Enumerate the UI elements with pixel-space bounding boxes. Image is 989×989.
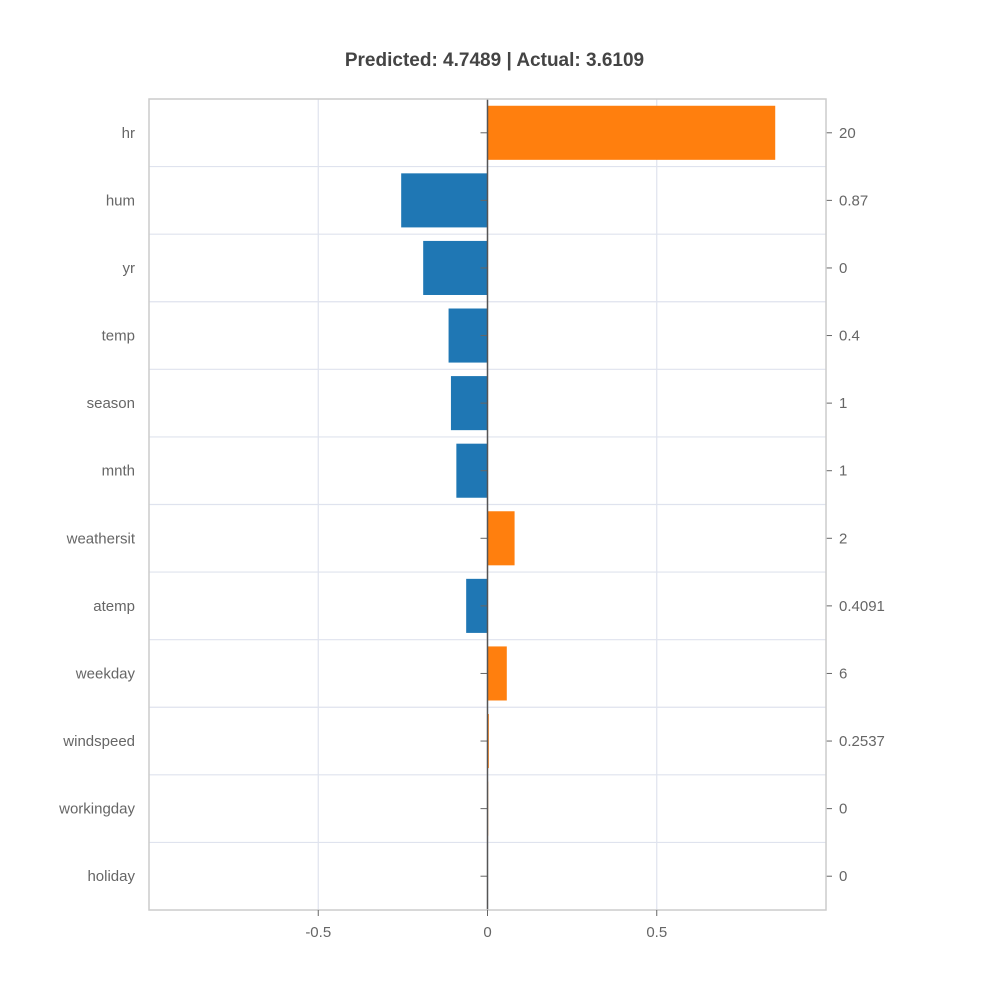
feature-value-label: 0 xyxy=(839,868,847,885)
feature-value-label: 0 xyxy=(839,260,847,277)
y-tick-label: mnth xyxy=(102,463,135,480)
y-tick-label: windspeed xyxy=(62,733,135,750)
chart-title: Predicted: 4.7489 | Actual: 3.6109 xyxy=(345,50,644,71)
bar-yr xyxy=(423,240,488,295)
bar-hum xyxy=(401,173,488,228)
feature-value-label: 0 xyxy=(839,801,847,818)
x-tick-label: -0.5 xyxy=(305,924,331,941)
feature-value-label: 1 xyxy=(839,463,847,480)
y-tick-label: workingday xyxy=(58,801,135,818)
y-tick-label: weekday xyxy=(75,665,136,682)
y-tick-label: holiday xyxy=(87,868,135,885)
feature-value-label: 0.87 xyxy=(839,192,868,209)
y-tick-label: hum xyxy=(106,192,135,209)
y-tick-label: temp xyxy=(102,328,135,345)
feature-value-label: 1 xyxy=(839,395,847,412)
x-tick-label: 0 xyxy=(483,924,491,941)
y-tick-label: season xyxy=(87,395,135,412)
bar-weathersit xyxy=(487,511,515,566)
x-tick-label: 0.5 xyxy=(646,924,667,941)
y-tick-label: hr xyxy=(122,125,135,142)
feature-value-label: 6 xyxy=(839,665,847,682)
y-tick-label: atemp xyxy=(93,598,135,615)
bar-hr xyxy=(487,105,776,160)
feature-value-label: 0.4091 xyxy=(839,598,885,615)
feature-value-label: 20 xyxy=(839,125,856,142)
feature-value-label: 0.2537 xyxy=(839,733,885,750)
feature-value-label: 2 xyxy=(839,530,847,547)
bar-atemp xyxy=(466,578,488,633)
y-tick-label: weathersit xyxy=(66,530,136,547)
feature-value-label: 0.4 xyxy=(839,328,860,345)
y-tick-label: yr xyxy=(123,260,136,277)
bar-weekday xyxy=(487,646,507,701)
